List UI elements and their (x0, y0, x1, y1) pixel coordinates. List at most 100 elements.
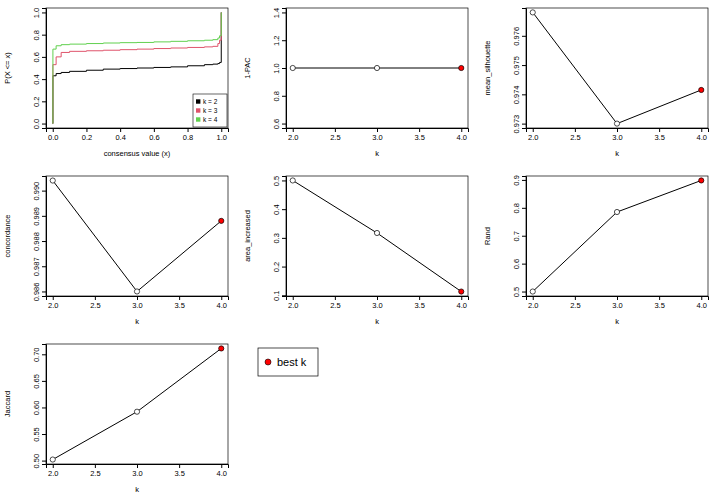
x-axis-title: k (375, 317, 379, 326)
x-tick: 2.5 (330, 296, 340, 310)
y-tick-mark (522, 236, 526, 237)
x-tick-mark (575, 128, 576, 132)
x-tick-mark (659, 296, 660, 300)
x-tick: 2.5 (330, 128, 340, 142)
x-tick-label: 2.0 (48, 469, 58, 478)
x-tick: 2.5 (90, 296, 100, 310)
y-tick: 0.65 (32, 374, 46, 389)
y-tick: 0.2 (32, 97, 46, 107)
y-axis-title: area_increased (243, 210, 252, 262)
y-tick-mark (282, 68, 286, 69)
x-axis: 2.02.53.03.54.0 (47, 464, 229, 478)
y-tick: 1.0 (32, 8, 46, 18)
plot-area (530, 178, 704, 294)
legend-box (193, 94, 227, 127)
x-tick: 0.8 (183, 128, 193, 142)
y-tick-mark (42, 354, 46, 355)
y-tick-mark (522, 292, 526, 293)
plot-frame (286, 176, 468, 296)
x-tick-mark (701, 296, 702, 300)
x-tick-label: 4.0 (457, 301, 467, 310)
y-tick: 0.987 (32, 257, 46, 276)
x-tick-mark (137, 464, 138, 468)
y-tick-mark (42, 461, 46, 462)
x-tick-mark (701, 128, 702, 132)
point (50, 178, 55, 183)
x-tick: 2.0 (288, 128, 298, 142)
y-tick: 1.2 (272, 36, 286, 46)
y-tick: 0.5 (272, 176, 286, 186)
y-tick: 0.975 (512, 56, 526, 75)
y-tick-mark (42, 266, 46, 267)
x-tick: 3.0 (372, 128, 382, 142)
x-tick-mark (617, 296, 618, 300)
y-tick-label: 0.987 (32, 257, 41, 276)
y-tick-label: 1.0 (272, 63, 281, 73)
x-tick: 3.5 (414, 128, 424, 142)
x-tick-mark (53, 296, 54, 300)
y-tick-mark (42, 101, 46, 102)
x-tick-mark (86, 128, 87, 132)
x-tick-label: 3.5 (414, 133, 424, 142)
y-tick: 0.4 (272, 204, 286, 214)
x-tick: 2.0 (528, 296, 538, 310)
x-tick-mark (659, 128, 660, 132)
point (134, 409, 139, 414)
x-tick-mark (533, 296, 534, 300)
point (459, 289, 464, 294)
x-tick-mark (377, 128, 378, 132)
y-tick-mark (282, 12, 286, 13)
x-axis-title: k (135, 317, 139, 326)
panel: best k (258, 348, 318, 376)
y-axis-title: Jaccard (3, 391, 12, 417)
x-tick: 0.6 (149, 128, 159, 142)
x-tick-mark (137, 296, 138, 300)
y-tick-label: 0.55 (32, 427, 41, 442)
plot-area (530, 10, 704, 126)
y-tick-label: 0.7 (512, 231, 521, 241)
x-tick-label: 2.5 (90, 301, 100, 310)
y-tick: 0.7 (512, 231, 526, 241)
y-tick: 0.986 (32, 283, 46, 302)
x-tick-mark (533, 128, 534, 132)
y-tick: 1.0 (272, 63, 286, 73)
y-tick: 0.976 (512, 27, 526, 46)
plot-frame (46, 176, 228, 296)
x-tick-label: 3.5 (414, 301, 424, 310)
y-tick-label: 0.65 (32, 374, 41, 389)
y-axis-title: 1-PAC (243, 57, 252, 79)
x-tick-mark (221, 464, 222, 468)
x-tick-label: 2.0 (528, 301, 538, 310)
panel: 2.02.53.03.54.00.9860.9870.9880.9890.990… (3, 176, 229, 326)
x-tick-label: 0.6 (149, 133, 159, 142)
y-tick: 0.8 (512, 203, 526, 213)
y-tick-mark (42, 216, 46, 217)
x-tick-label: 2.0 (288, 301, 298, 310)
x-tick-label: 1.0 (217, 133, 227, 142)
x-tick-mark (293, 128, 294, 132)
x-axis-title: k (375, 149, 379, 158)
x-tick-label: 0.2 (82, 133, 92, 142)
x-tick: 4.0 (457, 296, 467, 310)
x-tick-label: 3.0 (612, 301, 622, 310)
y-tick-label: 0.4 (32, 74, 41, 84)
y-tick: 0.4 (32, 74, 46, 84)
point (374, 230, 379, 235)
y-tick-mark (282, 238, 286, 239)
x-tick-label: 2.5 (570, 133, 580, 142)
y-tick-mark (42, 434, 46, 435)
x-tick-label: 3.0 (612, 133, 622, 142)
x-tick: 2.0 (48, 296, 58, 310)
x-tick-label: 2.0 (288, 133, 298, 142)
axis-line (47, 465, 229, 469)
y-tick-label: 1.0 (32, 8, 41, 18)
axis-line (527, 129, 709, 133)
y-tick-label: 0.1 (272, 291, 281, 301)
panel: 0.00.20.40.60.81.00.00.20.40.60.81.0cons… (3, 8, 229, 158)
x-tick: 0.4 (115, 128, 125, 142)
series-line (533, 12, 702, 123)
y-tick-mark (522, 65, 526, 66)
y-axis: 0.10.20.30.40.5 (272, 176, 287, 301)
y-tick: 0.60 (32, 401, 46, 416)
x-axis: 2.02.53.03.54.0 (527, 128, 709, 142)
